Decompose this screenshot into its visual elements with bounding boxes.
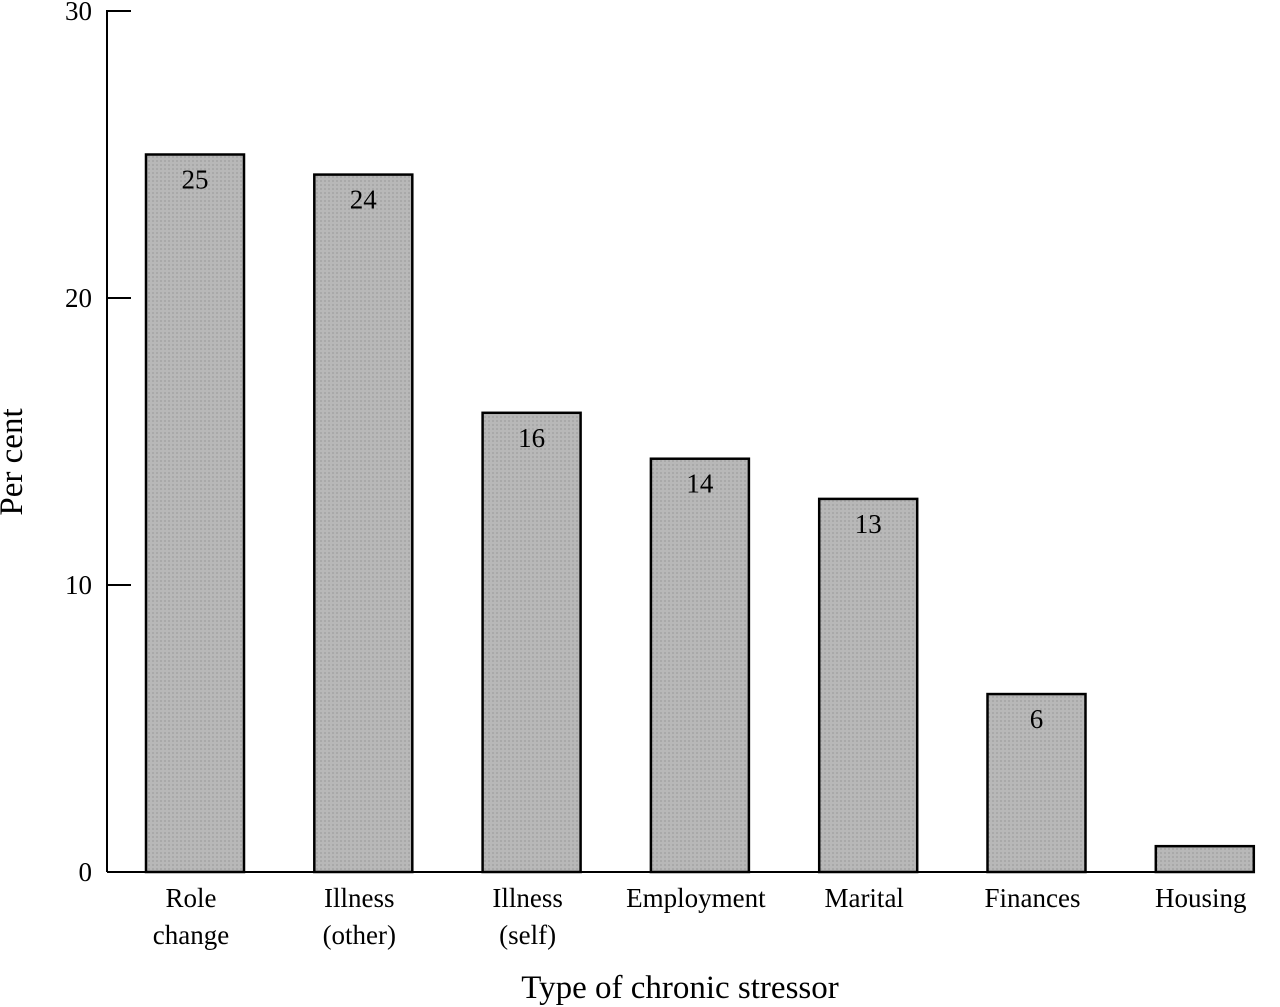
y-axis-title: Per cent xyxy=(0,408,30,515)
x-axis-title: Type of chronic stressor xyxy=(521,970,839,1006)
bar xyxy=(144,153,246,874)
labels-group: 25 Role change 24 Illness (other) 16 Illness (se… xyxy=(65,0,1247,950)
category-label: Role xyxy=(166,883,217,913)
category-label: Employment xyxy=(626,883,766,913)
category-label: Finances xyxy=(985,883,1081,913)
data-label: 24 xyxy=(350,185,378,215)
y-tick-label: 30 xyxy=(65,0,92,26)
category-label: Marital xyxy=(824,883,903,913)
data-label: 14 xyxy=(686,469,714,499)
category-label: (self) xyxy=(499,920,556,950)
bar xyxy=(1154,844,1256,874)
y-tick-label: 10 xyxy=(65,570,92,600)
category-label: Illness xyxy=(324,883,395,913)
bar xyxy=(986,692,1087,874)
bar xyxy=(817,497,919,874)
bars-group xyxy=(144,153,1256,874)
category-label: change xyxy=(153,920,229,950)
data-label: 25 xyxy=(182,165,209,195)
data-label: 16 xyxy=(518,423,545,453)
axes-group xyxy=(106,10,1254,873)
data-label: 6 xyxy=(1030,704,1044,734)
y-tick-label: 20 xyxy=(65,283,92,313)
data-label: 13 xyxy=(855,509,882,539)
bar xyxy=(313,173,414,874)
y-tick-label: 0 xyxy=(79,857,93,887)
bar xyxy=(649,457,751,874)
bar xyxy=(481,411,582,874)
category-label: Housing xyxy=(1155,883,1247,913)
category-label: Illness xyxy=(492,883,563,913)
category-label: (other) xyxy=(323,920,396,950)
